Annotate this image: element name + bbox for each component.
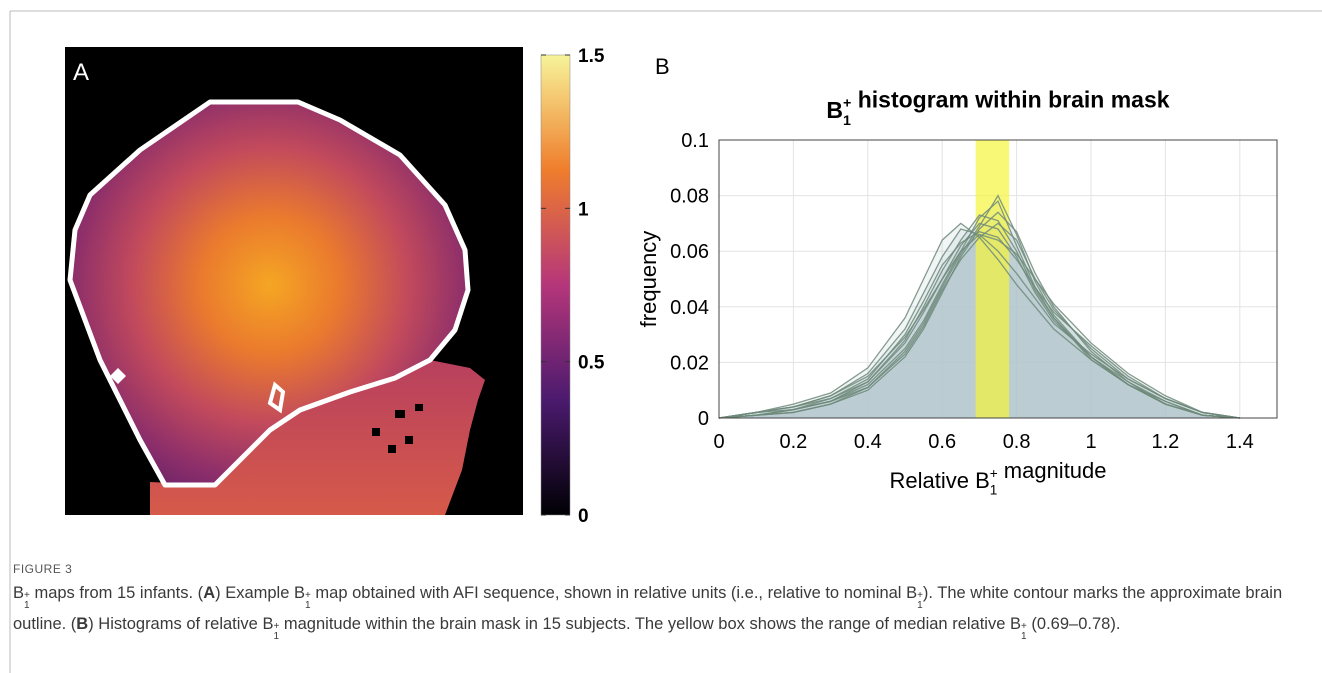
symbol: B +1: [294, 580, 311, 611]
colorbar-tick-label: 1.5: [578, 46, 605, 67]
symbol-base: B: [906, 584, 918, 602]
symbol: B +1: [13, 580, 30, 611]
symbol-sub: 1: [1021, 631, 1027, 642]
symbol-base: B: [1009, 615, 1021, 633]
contour-fragment: [110, 368, 126, 384]
symbol-stack: +1: [1021, 622, 1027, 642]
symbol-sup: +: [304, 590, 311, 601]
symbol-base: B: [975, 468, 990, 493]
histogram-line: [718, 231, 1240, 419]
caption-run: ) Histograms of relative: [88, 615, 263, 633]
x-tick-label: 0.6: [928, 431, 956, 453]
contour-fragment: [267, 381, 286, 414]
dark-pixel: [388, 445, 396, 453]
caption-bold: A: [203, 584, 216, 602]
symbol-sup: +: [1021, 621, 1027, 632]
b1-map: A: [65, 47, 523, 515]
text-run: magnitude: [998, 458, 1107, 483]
symbol-sub: 1: [273, 631, 280, 642]
symbol: B +1: [262, 611, 279, 642]
symbol-sub: 1: [304, 600, 311, 611]
caption-text: B +1 maps from 15 infants. (A) Example B +…: [13, 580, 1309, 642]
dark-pixel: [415, 404, 423, 411]
symbol: B +1: [906, 580, 923, 611]
symbol-sub: 1: [843, 113, 851, 129]
symbol-sup: +: [24, 590, 30, 601]
colorbar-tick-label: 0.5: [578, 353, 605, 374]
x-tick-label: 0: [713, 431, 724, 453]
caption-label: FIGURE 3: [13, 562, 73, 576]
symbol-stack: +1: [273, 622, 279, 642]
symbol-sup: +: [843, 96, 851, 112]
caption-run: ). The white contour marks the approxima…: [13, 584, 1283, 633]
y-tick-label: 0: [698, 408, 709, 430]
x-tick-label: 1.2: [1151, 431, 1179, 453]
caption-run: magnitude within the brain mask in 15 su…: [279, 615, 1010, 633]
y-tick-label: 0.08: [670, 186, 709, 208]
symbol-base: B: [293, 584, 305, 602]
caption-run: maps from 15 infants. (: [29, 584, 204, 602]
symbol: B +1: [1010, 611, 1027, 642]
histogram-chart: 0 0.02 0.04 0.06 0.08 0.1 0 0.2 0.4 0.6 0.8 1 1.2 1.4…: [636, 87, 1278, 498]
caption-run: (0.69–0.78).: [1026, 615, 1121, 633]
dark-pixel: [405, 436, 413, 444]
brain-contour: [67, 99, 471, 488]
caption-bold: B: [76, 615, 89, 633]
text-run: Relative: [889, 468, 975, 493]
axes-box: [718, 139, 1278, 419]
symbol-sub: 1: [990, 483, 998, 498]
colorbar: [540, 54, 571, 516]
y-tick-label: 0.04: [670, 297, 709, 319]
colorbar-tick-label: 1: [578, 199, 589, 220]
x-tick-label: 1.4: [1226, 431, 1254, 453]
y-tick-label: 0.02: [670, 352, 709, 374]
colorbar-ticks: 0 0.5 1 1.5: [541, 46, 605, 527]
symbol-base: B: [826, 97, 843, 123]
symbol-stack: +1: [24, 591, 30, 611]
neck-region: [150, 360, 485, 515]
y-tick-label: 0.06: [670, 241, 709, 263]
histogram-line: [718, 233, 1240, 419]
caption-run: ) Example: [215, 584, 294, 602]
histogram-line: [718, 194, 1240, 419]
symbol-stack: +1: [305, 591, 311, 611]
symbol-sup: +: [990, 466, 998, 481]
symbol-sub: 1: [24, 600, 30, 611]
y-axis-label: frequency: [636, 231, 661, 328]
text-run: histogram within brain mask: [851, 87, 1169, 113]
symbol-stack: +1: [917, 591, 923, 611]
caption-run: map obtained with AFI sequence, shown in…: [310, 584, 907, 602]
x-tick-label: 0.8: [1003, 431, 1031, 453]
x-tick-label: 1: [1085, 431, 1096, 453]
dark-pixel: [395, 410, 405, 418]
y-tick-label: 0.1: [681, 130, 709, 152]
x-tick-label: 0.4: [854, 431, 882, 453]
symbol-sup: +: [917, 590, 923, 601]
dark-pixel: [372, 428, 380, 436]
panel-label: B: [655, 54, 670, 79]
chart-title: B1+ histogram within brain mask: [826, 87, 1169, 129]
x-tick-label: 0.2: [779, 431, 807, 453]
symbol-sub: 1: [917, 600, 923, 611]
symbol-sup: +: [273, 621, 280, 632]
median-range-box: [975, 140, 1010, 418]
panel-label: A: [73, 59, 89, 86]
colorbar-tick-label: 0: [578, 506, 589, 527]
x-axis-label: Relative B1 + magnitude: [889, 458, 1106, 498]
symbol-base: B: [13, 584, 25, 602]
symbol-base: B: [262, 615, 274, 633]
